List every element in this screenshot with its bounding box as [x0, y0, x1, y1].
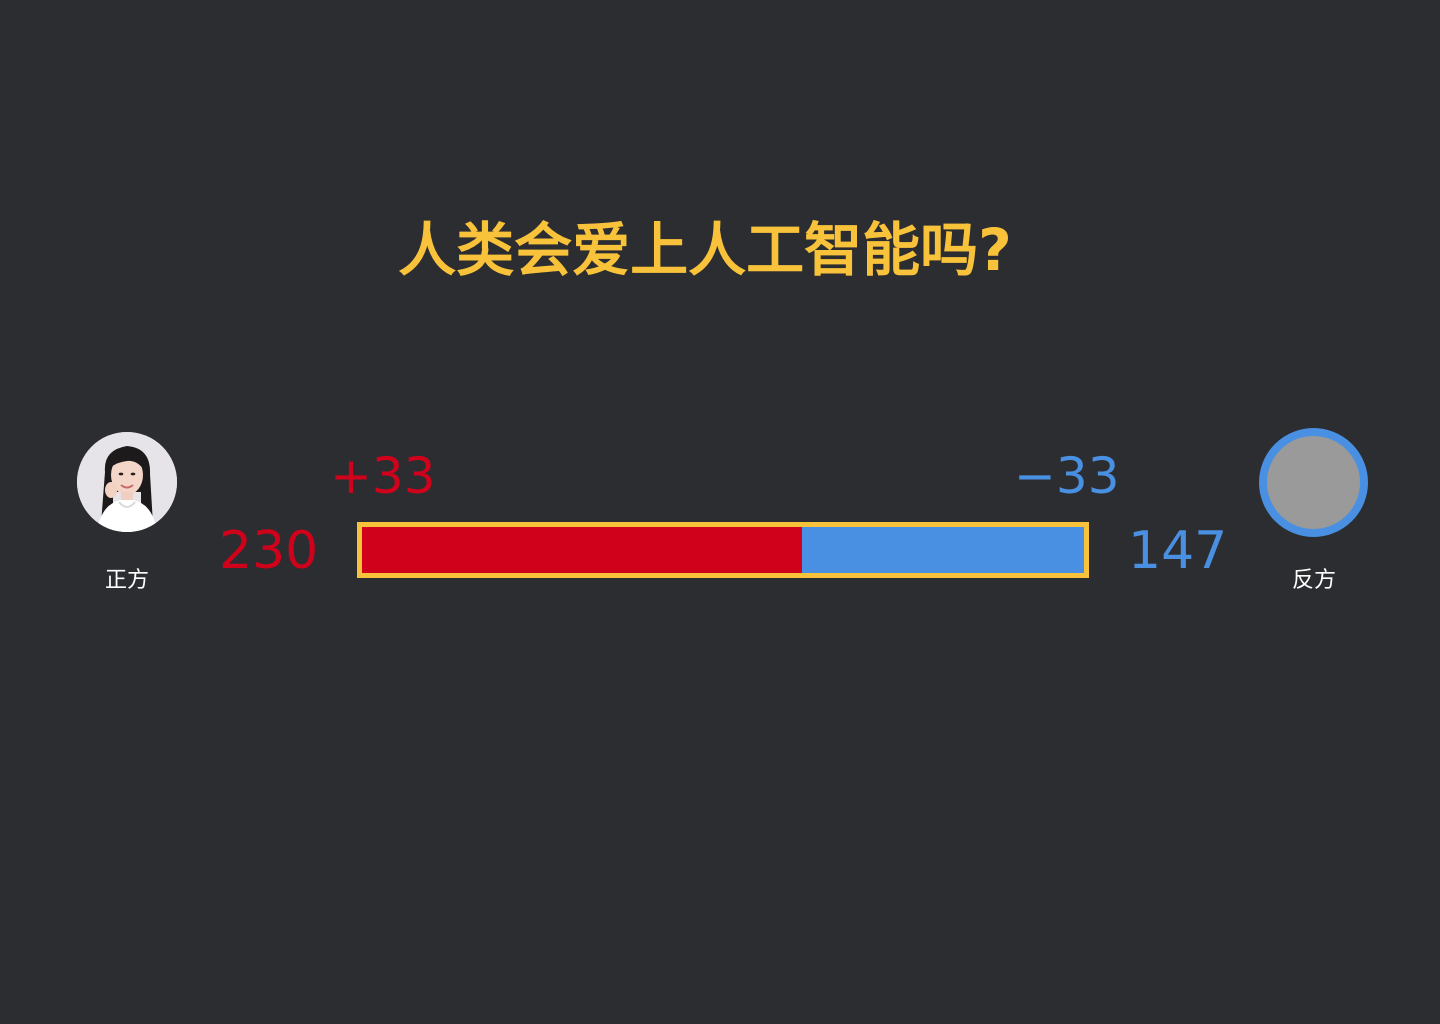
con-side-label: 反方 — [1291, 568, 1336, 593]
vote-bar-con-segment — [802, 527, 1084, 573]
pro-avatar[interactable] — [77, 432, 177, 532]
vote-bar-pro-segment — [362, 527, 803, 573]
con-avatar[interactable] — [1259, 428, 1368, 537]
pro-delta: +33 — [330, 447, 436, 505]
con-delta: −33 — [1014, 447, 1120, 505]
pro-score: 230 — [219, 521, 319, 581]
con-score: 147 — [1128, 521, 1228, 581]
person-photo-icon — [77, 432, 177, 532]
debate-title: 人类会爱上人工智能吗? — [398, 216, 1012, 284]
pro-side-label: 正方 — [104, 568, 149, 593]
vote-bar — [357, 522, 1089, 578]
